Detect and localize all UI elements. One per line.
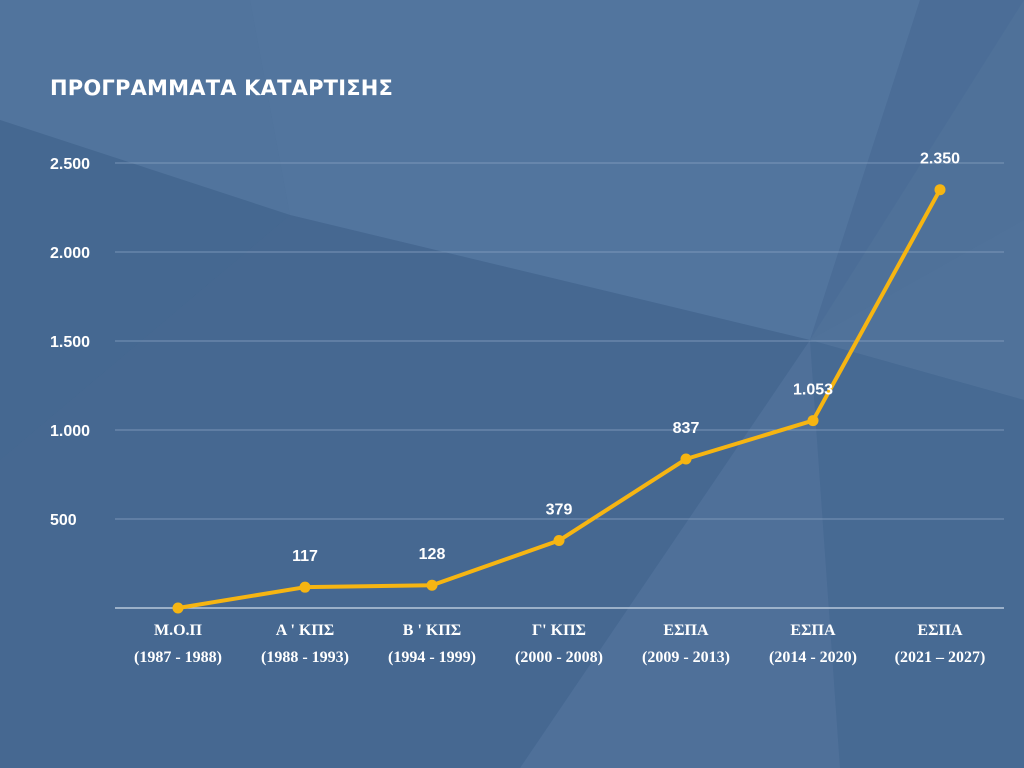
x-tick-label: ΕΣΠΑ — [663, 622, 709, 639]
data-point — [807, 415, 819, 427]
data-point — [553, 535, 565, 547]
y-tick-label: 2.000 — [50, 245, 90, 262]
data-labels: 117 128 379 837 1.053 2.350 — [292, 151, 960, 565]
gridlines — [115, 162, 1004, 609]
data-point — [934, 184, 946, 196]
data-point — [172, 602, 184, 614]
x-tick-sublabel: (2014 - 2020) — [769, 649, 857, 666]
x-tick-sublabel: (1987 - 1988) — [134, 649, 222, 666]
x-tick-label: ΕΣΠΑ — [790, 622, 836, 639]
y-tick-label: 2.500 — [50, 156, 90, 173]
y-tick-label: 1.000 — [50, 423, 90, 440]
data-label: 128 — [419, 546, 446, 563]
x-tick-sublabel: (1994 - 1999) — [388, 649, 476, 666]
data-label: 2.350 — [920, 151, 960, 168]
x-axis-ticks: Μ.Ο.Π (1987 - 1988) Α ' ΚΠΣ (1988 - 1993) Β … — [134, 622, 985, 666]
data-point — [426, 579, 438, 591]
data-label: 117 — [292, 548, 318, 565]
chart-title: ΠΡΟΓΡΑΜΜΑΤΑ ΚΑΤΑΡΤΙΣΗΣ — [50, 76, 394, 100]
y-tick-label: 1.500 — [50, 334, 90, 351]
x-tick-sublabel: (2021 – 2027) — [895, 649, 986, 666]
data-point — [299, 581, 311, 593]
x-tick-sublabel: (1988 - 1993) — [261, 649, 349, 666]
x-tick-label: Α ' ΚΠΣ — [276, 622, 334, 639]
data-point — [680, 453, 692, 465]
x-tick-label: Μ.Ο.Π — [154, 622, 203, 639]
x-tick-label: Β ' ΚΠΣ — [403, 622, 461, 639]
y-axis-ticks: 500 1.000 1.500 2.000 2.500 — [50, 156, 90, 529]
y-tick-label: 500 — [50, 512, 77, 529]
data-label: 379 — [546, 502, 573, 519]
series-line — [172, 184, 946, 614]
x-tick-label: ΕΣΠΑ — [917, 622, 963, 639]
data-label: 837 — [673, 420, 700, 437]
x-tick-sublabel: (2000 - 2008) — [515, 649, 603, 666]
data-label: 1.053 — [793, 382, 833, 399]
x-tick-sublabel: (2009 - 2013) — [642, 649, 730, 666]
x-tick-label: Γ' ΚΠΣ — [532, 622, 586, 639]
